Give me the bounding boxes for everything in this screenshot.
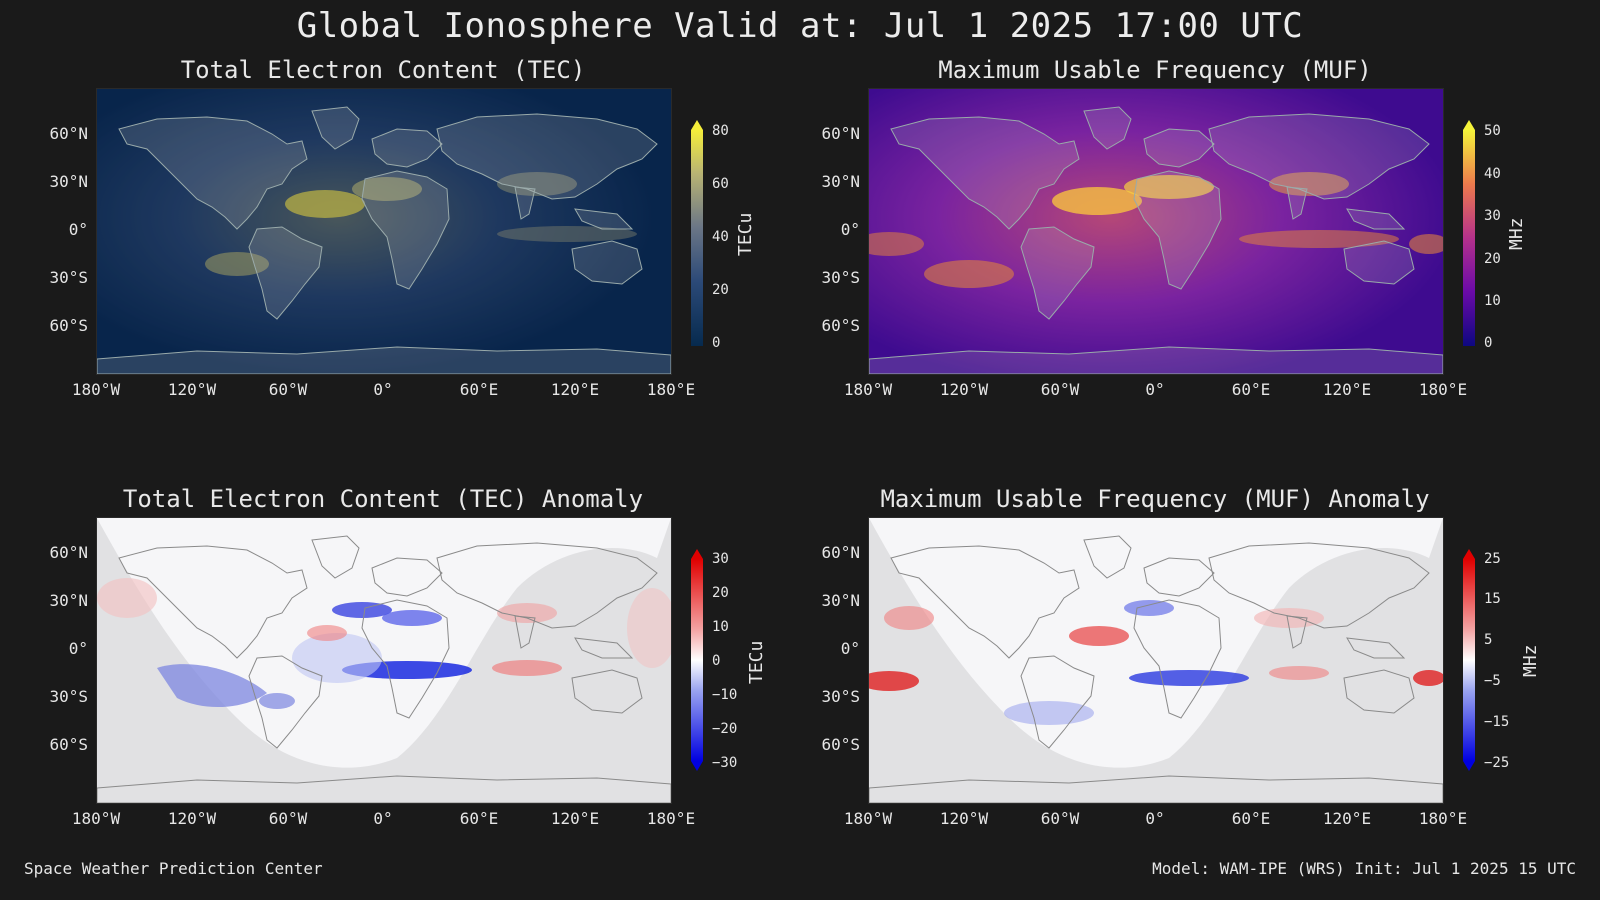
lat-label: 30°S [821,268,860,287]
lat-label: 0° [68,220,88,239]
lon-label: 120°E [550,809,600,828]
tec-anomaly-colorbar [691,549,703,771]
page-title: Global Ionosphere Valid at: Jul 1 2025 1… [296,6,1304,46]
lat-label: 30°S [821,687,860,706]
cbar-tick: −15 [1484,714,1510,730]
cbar-tick: 5 [1484,632,1493,648]
cbar-tick: 10 [712,619,729,635]
cbar-tick: −30 [712,755,738,771]
lat-label: 60°N [49,124,88,143]
cbar-tick: 50 [1484,123,1501,139]
lon-label: 120°E [1322,809,1372,828]
tec-anomaly-cbar-label: TECu [746,640,767,684]
lat-label: 60°S [821,735,860,754]
lon-label: 60°E [459,809,499,828]
lon-label: 60°E [1231,380,1271,399]
lon-label: 180°W [843,809,893,828]
lon-label: 0° [373,809,393,828]
lat-label: 30°N [821,591,860,610]
muf-anomaly-colorbar [1463,549,1475,771]
tec-map[interactable] [96,88,672,375]
cbar-tick: 0 [712,653,721,669]
cbar-tick: −25 [1484,755,1510,771]
footer-credit: Space Weather Prediction Center [24,859,323,878]
lon-label: 180°E [646,380,696,399]
lon-label: 180°E [646,809,696,828]
lon-label: 120°W [939,809,989,828]
cbar-tick: 0 [712,335,721,351]
lon-label: 120°E [1322,380,1372,399]
lon-label: 180°W [71,809,121,828]
lon-label: 60°W [1040,809,1080,828]
lon-label: 60°W [1040,380,1080,399]
cbar-tick: −10 [712,687,738,703]
lat-label: 60°N [821,124,860,143]
muf-anomaly-cbar-label: MHz [1520,644,1541,677]
cbar-tick: 0 [1484,335,1493,351]
cbar-tick: −20 [712,721,738,737]
lon-label: 60°E [459,380,499,399]
tec-cbar-label: TECu [735,212,756,256]
lat-label: 30°S [49,687,88,706]
cbar-tick: 40 [712,229,729,245]
lat-label: 30°N [49,591,88,610]
tec-panel-title: Total Electron Content (TEC) [180,56,586,84]
lat-label: 0° [840,220,860,239]
lon-label: 0° [1145,809,1165,828]
lon-label: 180°W [71,380,121,399]
lat-label: 30°S [49,268,88,287]
tec-anomaly-map[interactable] [96,517,672,804]
lat-label: 30°N [49,172,88,191]
muf-map[interactable] [868,88,1444,375]
cbar-tick: 30 [1484,208,1501,224]
lat-label: 60°S [49,316,88,335]
cbar-tick: 20 [1484,251,1501,267]
lon-label: 0° [1145,380,1165,399]
cbar-tick: 30 [712,551,729,567]
lat-label: 60°S [821,316,860,335]
tec-anomaly-panel-title: Total Electron Content (TEC) Anomaly [122,485,644,513]
cbar-tick: 40 [1484,166,1501,182]
lat-label: 0° [68,639,88,658]
muf-anomaly-map[interactable] [868,517,1444,804]
cbar-tick: 25 [1484,551,1501,567]
lon-label: 120°W [939,380,989,399]
lat-label: 60°N [821,543,860,562]
cbar-tick: 80 [712,123,729,139]
cbar-tick: 60 [712,176,729,192]
lon-label: 180°W [843,380,893,399]
muf-panel-title: Maximum Usable Frequency (MUF) [938,56,1372,84]
lon-label: 60°E [1231,809,1271,828]
footer-model-info: Model: WAM-IPE (WRS) Init: Jul 1 2025 15… [1152,859,1576,878]
muf-cbar-label: MHz [1506,217,1527,250]
lon-label: 120°W [167,380,217,399]
tec-colorbar [691,120,703,346]
lon-label: 60°W [268,809,308,828]
cbar-tick: 15 [1484,591,1501,607]
lat-label: 60°N [49,543,88,562]
cbar-tick: 20 [712,282,729,298]
lon-label: 120°E [550,380,600,399]
cbar-tick: 20 [712,585,729,601]
lon-label: 60°W [268,380,308,399]
cbar-tick: 10 [1484,293,1501,309]
lat-label: 60°S [49,735,88,754]
lon-label: 0° [373,380,393,399]
lon-label: 120°W [167,809,217,828]
cbar-tick: −5 [1484,673,1501,689]
lon-label: 180°E [1418,809,1468,828]
lon-label: 180°E [1418,380,1468,399]
lat-label: 30°N [821,172,860,191]
muf-colorbar [1463,120,1475,346]
lat-label: 0° [840,639,860,658]
muf-anomaly-panel-title: Maximum Usable Frequency (MUF) Anomaly [880,485,1430,513]
